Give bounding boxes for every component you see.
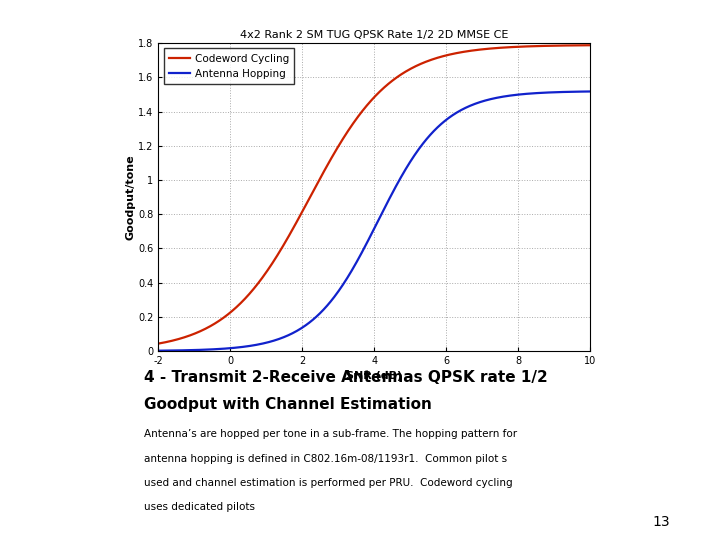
Antenna Hopping bbox=[265, 339, 274, 345]
Line: Codeword Cycling: Codeword Cycling bbox=[158, 45, 590, 343]
Antenna Hopping bbox=[154, 347, 163, 354]
Text: Goodput with Channel Estimation: Goodput with Channel Estimation bbox=[144, 397, 432, 412]
Codeword Cycling bbox=[443, 52, 451, 58]
Antenna Hopping bbox=[349, 264, 358, 270]
Antenna Hopping bbox=[443, 116, 451, 123]
Codeword Cycling bbox=[230, 305, 239, 312]
Codeword Cycling bbox=[409, 64, 418, 71]
Text: antenna hopping is defined in C802.16m-08/1193r1.  Common pilot s: antenna hopping is defined in C802.16m-0… bbox=[144, 454, 507, 464]
Antenna Hopping bbox=[480, 98, 488, 104]
Codeword Cycling bbox=[265, 264, 274, 271]
Text: 13: 13 bbox=[652, 515, 670, 529]
Text: Antenna’s are hopped per tone in a sub-frame. The hopping pattern for: Antenna’s are hopped per tone in a sub-f… bbox=[144, 429, 517, 440]
Codeword Cycling bbox=[586, 42, 595, 49]
Antenna Hopping bbox=[409, 154, 418, 161]
Y-axis label: Goodput/tone: Goodput/tone bbox=[125, 154, 135, 240]
Codeword Cycling bbox=[349, 119, 358, 126]
Legend: Codeword Cycling, Antenna Hopping: Codeword Cycling, Antenna Hopping bbox=[163, 49, 294, 84]
Antenna Hopping bbox=[230, 345, 239, 351]
Antenna Hopping bbox=[586, 88, 595, 94]
Text: 4 - Transmit 2-Receive Antennas QPSK rate 1/2: 4 - Transmit 2-Receive Antennas QPSK rat… bbox=[144, 370, 548, 385]
Line: Antenna Hopping: Antenna Hopping bbox=[158, 91, 590, 350]
Title: 4x2 Rank 2 SM TUG QPSK Rate 1/2 2D MMSE CE: 4x2 Rank 2 SM TUG QPSK Rate 1/2 2D MMSE … bbox=[240, 30, 508, 39]
Text: used and channel estimation is performed per PRU.  Codeword cycling: used and channel estimation is performed… bbox=[144, 478, 513, 488]
Codeword Cycling bbox=[480, 46, 488, 52]
Text: uses dedicated pilots: uses dedicated pilots bbox=[144, 502, 255, 512]
X-axis label: SNR (dB): SNR (dB) bbox=[346, 372, 402, 381]
Codeword Cycling bbox=[154, 340, 163, 347]
